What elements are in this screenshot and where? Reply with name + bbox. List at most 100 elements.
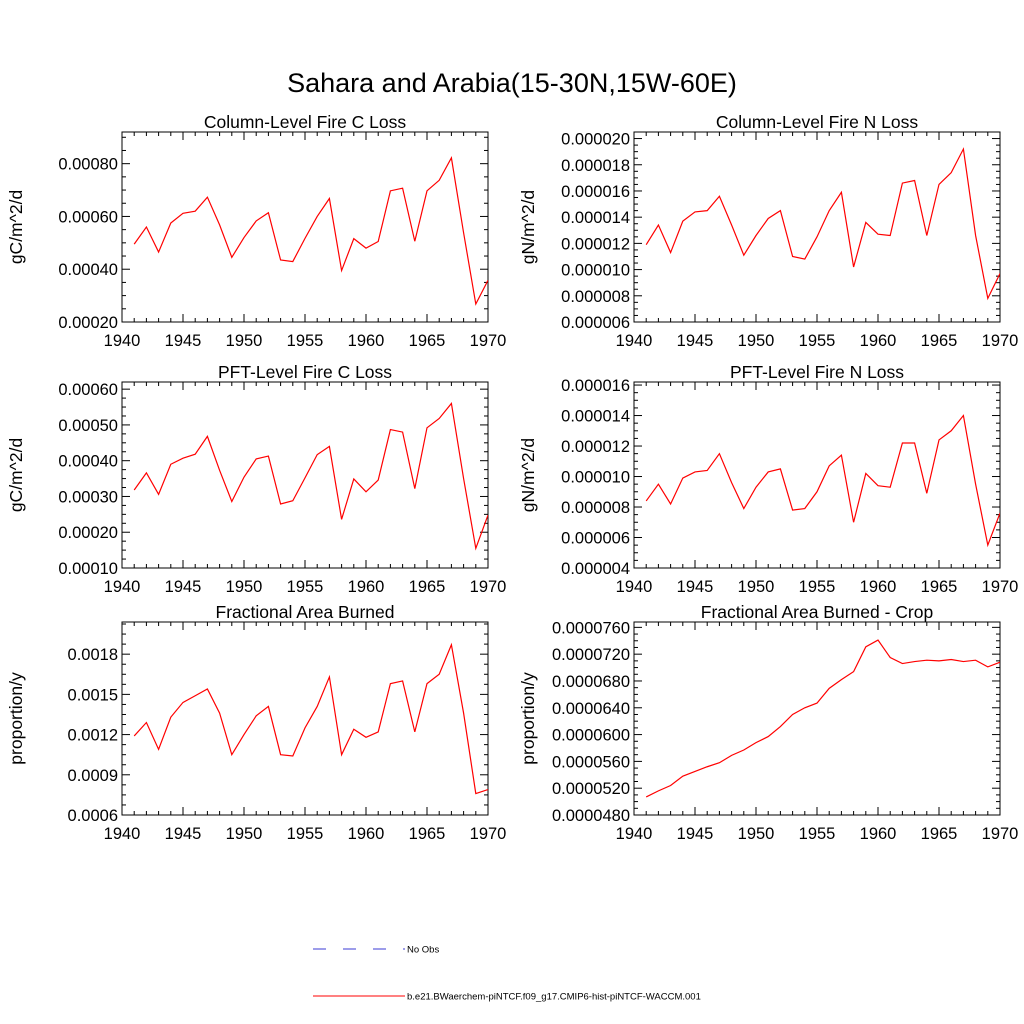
fractional-area-burned-crop-ytick-label: 0.0000680 bbox=[552, 673, 630, 691]
column-level-fire-n-loss-ytick-label: 0.000016 bbox=[561, 183, 630, 201]
pft-level-fire-n-loss-xtick-label: 1945 bbox=[677, 578, 714, 596]
pft-level-fire-n-loss-ytick-label: 0.000008 bbox=[561, 499, 630, 517]
pft-level-fire-c-loss-series-line bbox=[133, 402, 488, 551]
fractional-area-burned-crop-series-line bbox=[645, 639, 1000, 798]
pft-level-fire-c-loss-xtick-label: 1940 bbox=[104, 578, 141, 596]
pft-level-fire-c-loss-title: PFT-Level Fire C Loss bbox=[218, 362, 392, 382]
column-level-fire-c-loss-ylabel: gC/m^2/d bbox=[6, 190, 26, 264]
panel-column-level-fire-c-loss: Column-Level Fire C Loss gC/m^2/d 1940 1945… bbox=[6, 112, 506, 350]
column-level-fire-c-loss-xtick-label: 1955 bbox=[287, 332, 324, 350]
pft-level-fire-c-loss-ytick-label: 0.00010 bbox=[58, 560, 118, 578]
fractional-area-burned-xtick-label: 1960 bbox=[348, 825, 385, 843]
fractional-area-burned-crop-ytick-label: 0.0000520 bbox=[552, 780, 630, 798]
fractional-area-burned-series-line bbox=[133, 642, 488, 795]
fractional-area-burned-crop-title: Fractional Area Burned - Crop bbox=[701, 602, 933, 622]
fractional-area-burned-xtick-label: 1950 bbox=[226, 825, 263, 843]
column-level-fire-n-loss-ytick-label: 0.000010 bbox=[561, 262, 630, 280]
column-level-fire-n-loss-ytick-label: 0.000008 bbox=[561, 288, 630, 306]
pft-level-fire-n-loss-xtick-label: 1950 bbox=[738, 578, 775, 596]
fractional-area-burned-crop-ytick-label: 0.0000560 bbox=[552, 753, 630, 771]
column-level-fire-c-loss-xtick-label: 1945 bbox=[165, 332, 202, 350]
column-level-fire-c-loss-xtick-label: 1965 bbox=[409, 332, 446, 350]
pft-level-fire-c-loss-xtick-label: 1970 bbox=[470, 578, 507, 596]
pft-level-fire-n-loss-ytick-label: 0.000012 bbox=[561, 438, 630, 456]
column-level-fire-n-loss-ytick-label: 0.000014 bbox=[561, 209, 630, 227]
panels: Column-Level Fire C Loss gC/m^2/d 1940 1945… bbox=[6, 112, 1018, 843]
fractional-area-burned-crop-ytick-label: 0.0000760 bbox=[552, 619, 630, 637]
column-level-fire-n-loss-series-line bbox=[645, 147, 1000, 301]
panel-column-level-fire-n-loss: Column-Level Fire N Loss gN/m^2/d 1940 1945… bbox=[518, 112, 1018, 350]
fractional-area-burned-crop-xtick-label: 1960 bbox=[860, 825, 897, 843]
fractional-area-burned-crop-ytick-label: 0.0000720 bbox=[552, 646, 630, 664]
column-level-fire-c-loss-series-line bbox=[133, 156, 488, 306]
fractional-area-burned-crop-xtick-label: 1945 bbox=[677, 825, 714, 843]
column-level-fire-c-loss-ytick-label: 0.00080 bbox=[58, 156, 118, 174]
column-level-fire-n-loss-xtick-label: 1950 bbox=[738, 332, 775, 350]
pft-level-fire-n-loss-ytick-label: 0.000010 bbox=[561, 469, 630, 487]
fractional-area-burned-ylabel: proportion/y bbox=[6, 672, 26, 765]
pft-level-fire-c-loss-xtick-label: 1955 bbox=[287, 578, 324, 596]
column-level-fire-n-loss-xtick-label: 1960 bbox=[860, 332, 897, 350]
fractional-area-burned-title: Fractional Area Burned bbox=[216, 602, 395, 622]
panel-fractional-area-burned: Fractional Area Burned proportion/y 1940 19… bbox=[6, 602, 506, 843]
fractional-area-burned-crop-xtick-label: 1950 bbox=[738, 825, 775, 843]
figure-title: Sahara and Arabia(15-30N,15W-60E) bbox=[287, 68, 737, 98]
fractional-area-burned-crop-xtick-label: 1965 bbox=[921, 825, 958, 843]
fractional-area-burned-crop-xtick-label: 1940 bbox=[616, 825, 653, 843]
pft-level-fire-n-loss-ytick-label: 0.000006 bbox=[561, 530, 630, 548]
panel-fractional-area-burned-crop: Fractional Area Burned - Crop proportion/… bbox=[518, 602, 1018, 843]
pft-level-fire-n-loss-xtick-label: 1970 bbox=[982, 578, 1019, 596]
column-level-fire-n-loss-ylabel: gN/m^2/d bbox=[518, 190, 538, 264]
column-level-fire-n-loss-xtick-label: 1965 bbox=[921, 332, 958, 350]
pft-level-fire-n-loss-xtick-label: 1940 bbox=[616, 578, 653, 596]
column-level-fire-c-loss-xtick-label: 1950 bbox=[226, 332, 263, 350]
column-level-fire-c-loss-ytick-label: 0.00060 bbox=[58, 208, 118, 226]
pft-level-fire-c-loss-ytick-label: 0.00030 bbox=[58, 488, 118, 506]
pft-level-fire-n-loss-xtick-label: 1955 bbox=[799, 578, 836, 596]
panel-pft-level-fire-n-loss: PFT-Level Fire N Loss gN/m^2/d 1940 1945 195… bbox=[518, 362, 1018, 596]
fractional-area-burned-crop-ytick-label: 0.0000600 bbox=[552, 727, 630, 745]
pft-level-fire-c-loss-ytick-label: 0.00040 bbox=[58, 453, 118, 471]
column-level-fire-n-loss-xtick-label: 1970 bbox=[982, 332, 1019, 350]
fractional-area-burned-xtick-label: 1965 bbox=[409, 825, 446, 843]
pft-level-fire-n-loss-ytick-label: 0.000016 bbox=[561, 377, 630, 395]
pft-level-fire-n-loss-title: PFT-Level Fire N Loss bbox=[730, 362, 904, 382]
legend: No Obs b.e21.BWaerchem-piNTCF.f09_g17.CM… bbox=[313, 945, 701, 1003]
pft-level-fire-n-loss-ytick-label: 0.000014 bbox=[561, 408, 630, 426]
column-level-fire-n-loss-ytick-label: 0.000012 bbox=[561, 235, 630, 253]
fractional-area-burned-ytick-label: 0.0012 bbox=[68, 727, 118, 745]
pft-level-fire-c-loss-xtick-label: 1960 bbox=[348, 578, 385, 596]
pft-level-fire-n-loss-xtick-label: 1960 bbox=[860, 578, 897, 596]
column-level-fire-n-loss-xtick-label: 1945 bbox=[677, 332, 714, 350]
legend-model-label: b.e21.BWaerchem-piNTCF.f09_g17.CMIP6-his… bbox=[407, 992, 701, 1003]
column-level-fire-n-loss-ytick-label: 0.000006 bbox=[561, 314, 630, 332]
pft-level-fire-n-loss-xtick-label: 1965 bbox=[921, 578, 958, 596]
fractional-area-burned-ytick-label: 0.0009 bbox=[68, 767, 118, 785]
pft-level-fire-c-loss-xtick-label: 1965 bbox=[409, 578, 446, 596]
fractional-area-burned-ytick-label: 0.0006 bbox=[68, 807, 118, 825]
pft-level-fire-c-loss-ytick-label: 0.00020 bbox=[58, 524, 118, 542]
pft-level-fire-c-loss-ytick-label: 0.00050 bbox=[58, 417, 118, 435]
column-level-fire-c-loss-ytick-label: 0.00020 bbox=[58, 314, 118, 332]
column-level-fire-c-loss-xtick-label: 1970 bbox=[470, 332, 507, 350]
fractional-area-burned-crop-ylabel: proportion/y bbox=[518, 672, 538, 765]
column-level-fire-c-loss-ytick-label: 0.00040 bbox=[58, 261, 118, 279]
pft-level-fire-n-loss-ylabel: gN/m^2/d bbox=[518, 438, 538, 512]
pft-level-fire-n-loss-series-line bbox=[645, 414, 1000, 548]
pft-level-fire-c-loss-ylabel: gC/m^2/d bbox=[6, 438, 26, 512]
column-level-fire-n-loss-xtick-label: 1955 bbox=[799, 332, 836, 350]
fractional-area-burned-xtick-label: 1955 bbox=[287, 825, 324, 843]
fractional-area-burned-crop-ytick-label: 0.0000480 bbox=[552, 807, 630, 825]
column-level-fire-n-loss-ytick-label: 0.000020 bbox=[561, 131, 630, 149]
column-level-fire-n-loss-title: Column-Level Fire N Loss bbox=[716, 112, 919, 132]
column-level-fire-c-loss-xtick-label: 1940 bbox=[104, 332, 141, 350]
panel-pft-level-fire-c-loss: PFT-Level Fire C Loss gC/m^2/d 1940 1945 195… bbox=[6, 362, 506, 596]
fractional-area-burned-ytick-label: 0.0015 bbox=[68, 686, 118, 704]
pft-level-fire-n-loss-ytick-label: 0.000004 bbox=[561, 560, 630, 578]
column-level-fire-c-loss-xtick-label: 1960 bbox=[348, 332, 385, 350]
pft-level-fire-c-loss-xtick-label: 1950 bbox=[226, 578, 263, 596]
fractional-area-burned-crop-ytick-label: 0.0000640 bbox=[552, 700, 630, 718]
fractional-area-burned-xtick-label: 1940 bbox=[104, 825, 141, 843]
